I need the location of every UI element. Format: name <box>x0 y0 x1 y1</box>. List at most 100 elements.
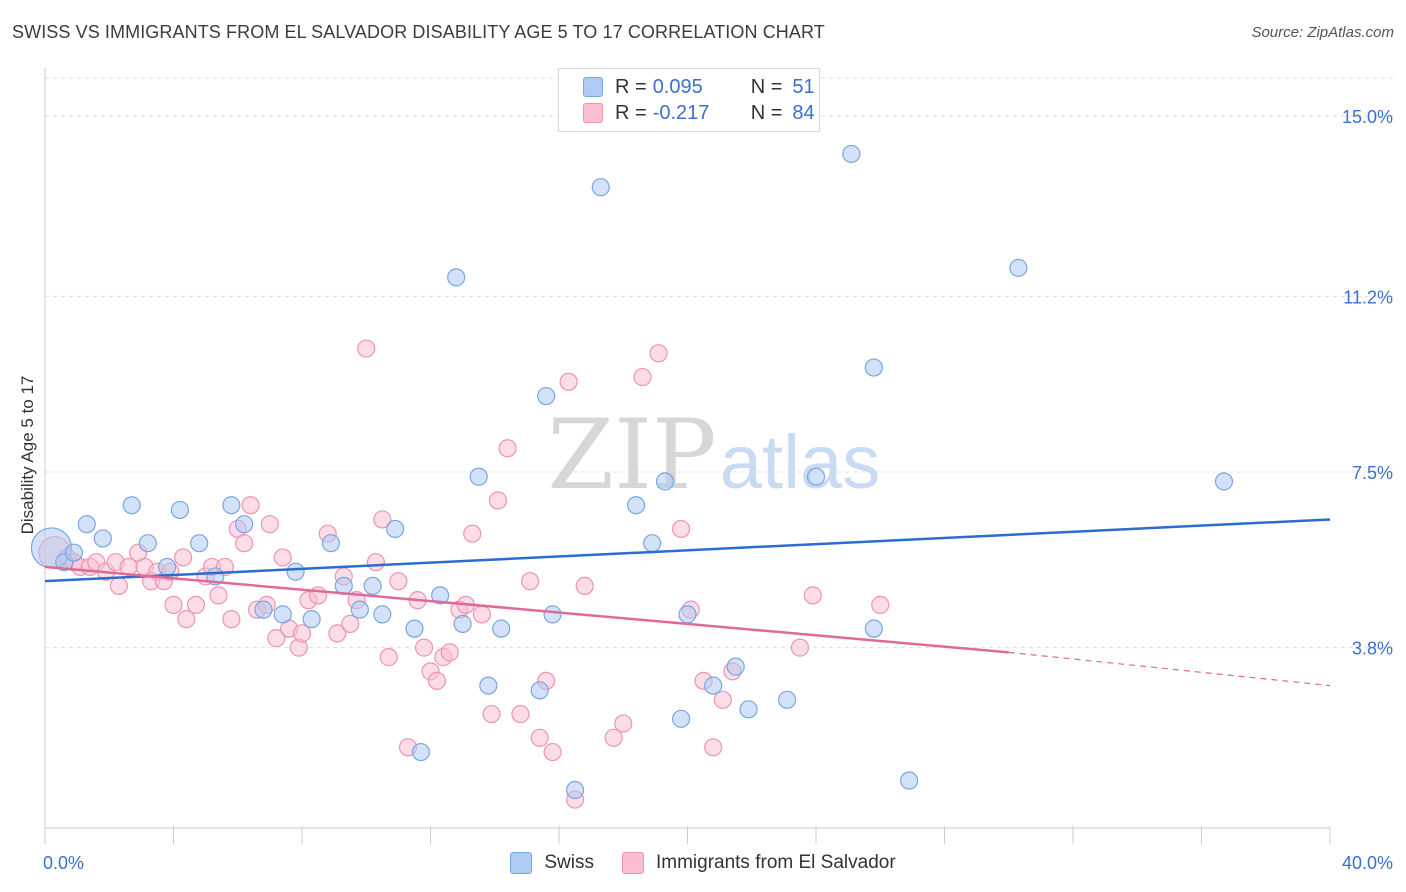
y-tick-label: 11.2% <box>1343 287 1393 307</box>
correlation-legend: R = 0.095 N = 51 R = -0.217 N = 84 <box>558 68 820 132</box>
swiss-point <box>537 386 556 406</box>
swiss-point <box>864 358 883 377</box>
r-value: 0.095 <box>652 75 703 98</box>
swiss-point <box>363 576 382 596</box>
el-salvador-point <box>803 586 822 605</box>
el-salvador-point <box>614 714 633 733</box>
r-label: R = <box>615 101 647 124</box>
y-tick-label: 15.0% <box>1342 107 1393 127</box>
swiss-point <box>286 562 305 581</box>
el-salvador-point <box>520 572 540 591</box>
swiss-point <box>806 467 826 486</box>
x-tick-label-min: 0.0% <box>43 853 84 873</box>
swiss-trend-line <box>44 518 1331 583</box>
swiss-point <box>431 586 450 605</box>
swiss-point <box>157 557 177 577</box>
swiss-point <box>64 543 84 562</box>
r-value: -0.217 <box>652 101 710 124</box>
el-salvador-point <box>366 553 385 572</box>
swiss-point <box>1214 472 1234 491</box>
el-salvador-point <box>488 491 508 510</box>
swiss-point <box>492 619 511 638</box>
swiss-point <box>453 614 472 633</box>
swiss-point <box>777 690 797 709</box>
y-tick-label: 3.8% <box>1352 639 1393 659</box>
y-tick-label: 7.5% <box>1352 463 1393 483</box>
chart-title: SWISS VS IMMIGRANTS FROM EL SALVADOR DIS… <box>12 22 825 42</box>
swiss-point <box>671 709 691 728</box>
el-salvador-point <box>235 534 254 553</box>
n-label: N = <box>750 75 783 98</box>
swiss-point <box>543 605 562 624</box>
swiss-point <box>565 780 585 800</box>
swiss-point <box>138 534 157 553</box>
el-salvador-point <box>498 439 517 458</box>
swiss-point <box>842 144 861 164</box>
series-legend: Swiss Immigrants from El Salvador <box>0 852 1406 874</box>
el-salvador-point <box>260 515 279 534</box>
swiss-point <box>864 619 883 638</box>
swiss-point <box>643 534 662 553</box>
el-salvador-point <box>174 548 193 567</box>
swiss-point <box>190 534 209 553</box>
el-salvador-point <box>790 638 810 657</box>
swiss-point <box>726 657 745 676</box>
el-salvador-point <box>164 595 183 614</box>
swiss-point <box>411 742 430 762</box>
el-salvador-point <box>482 704 501 724</box>
swiss-point <box>469 467 488 486</box>
watermark-zip: ZIP <box>547 399 716 511</box>
el-salvador-point <box>440 643 459 662</box>
el-salvador-point <box>704 738 723 757</box>
swiss-point <box>350 600 369 619</box>
swiss-point <box>273 605 292 624</box>
swiss-point <box>77 515 96 534</box>
swiss-point <box>678 605 697 624</box>
legend-label-el-salvador: Immigrants from El Salvador <box>655 852 896 873</box>
n-value: 51 <box>792 75 815 98</box>
swiss-point <box>235 515 254 534</box>
watermark-atlas: atlas <box>720 420 881 505</box>
el-salvador-swatch <box>621 852 644 874</box>
el-salvador-point <box>109 576 128 596</box>
el-salvador-point <box>273 548 292 567</box>
el-salvador-point <box>292 624 312 643</box>
source-credit: Source: ZipAtlas.com <box>1251 24 1394 41</box>
series-swiss-points <box>30 144 1234 800</box>
el-salvador-point <box>177 610 196 629</box>
swiss-point <box>386 519 405 539</box>
el-salvador-swatch <box>583 103 603 123</box>
swiss-point <box>591 178 610 197</box>
swiss-point <box>93 529 112 548</box>
el-salvador-point <box>341 614 360 633</box>
el-salvador-point <box>543 742 562 762</box>
swiss-point <box>373 605 392 624</box>
el-salvador-point <box>222 610 241 629</box>
el-salvador-trend-extension <box>1008 651 1331 687</box>
el-salvador-point <box>357 339 376 358</box>
watermark: ZIP atlas <box>547 399 880 511</box>
el-salvador-point <box>575 576 594 596</box>
swiss-point <box>222 496 241 515</box>
el-salvador-point <box>463 524 482 543</box>
n-value: 84 <box>792 101 815 124</box>
swiss-swatch <box>583 77 603 97</box>
trend-lines <box>44 518 1331 687</box>
el-salvador-point <box>379 648 398 667</box>
el-salvador-point <box>559 372 578 391</box>
el-salvador-point <box>267 629 286 648</box>
swiss-point <box>122 496 141 515</box>
el-salvador-point <box>186 595 206 614</box>
swiss-point <box>479 676 498 695</box>
el-salvador-point <box>530 728 549 747</box>
el-salvador-point <box>649 344 668 363</box>
legend-item-el-salvador: Immigrants from El Salvador <box>621 852 896 874</box>
swiss-point <box>170 500 190 520</box>
el-salvador-point <box>633 367 652 387</box>
el-salvador-point <box>389 572 408 591</box>
swiss-swatch <box>510 852 533 874</box>
el-salvador-point <box>209 586 228 605</box>
swiss-point <box>321 534 341 553</box>
el-salvador-point <box>604 728 623 747</box>
swiss-point <box>530 681 549 700</box>
